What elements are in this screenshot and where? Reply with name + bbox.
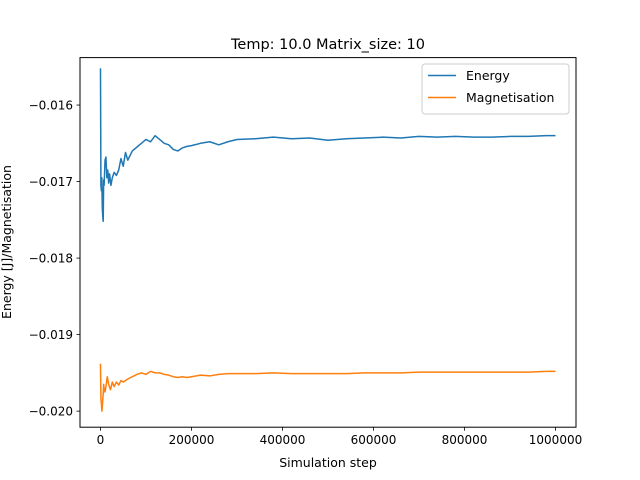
x-tick-label: 400000 [260, 433, 306, 447]
x-tick-label: 600000 [351, 433, 397, 447]
legend: Energy Magnetisation [421, 63, 570, 115]
x-tick-label: 0 [97, 433, 105, 447]
x-tick-label: 800000 [442, 433, 488, 447]
y-tick-label: −0.020 [29, 405, 73, 419]
series-layer [99, 68, 556, 412]
legend-label-energy: Energy [466, 68, 510, 83]
plot-frame [79, 57, 577, 428]
x-axis-ticks: 0 200000 400000 600000 800000 1000000 [97, 427, 582, 447]
x-axis-label: Simulation step [279, 455, 377, 470]
legend-label-magnetisation: Magnetisation [466, 90, 554, 105]
y-tick-label: −0.017 [29, 175, 73, 189]
chart-title: Temp: 10.0 Matrix_size: 10 [230, 37, 425, 53]
series-line-energy [99, 68, 556, 223]
y-tick-label: −0.016 [29, 99, 73, 113]
y-axis-ticks: −0.020 −0.019 −0.018 −0.017 −0.016 [29, 99, 80, 419]
legend-box [421, 63, 570, 115]
y-axis-label: Energy [J]/Magnetisation [0, 165, 14, 319]
y-tick-label: −0.018 [29, 252, 73, 266]
series-line-magnetisation [99, 363, 556, 412]
y-tick-label: −0.019 [29, 328, 73, 342]
x-tick-label: 200000 [169, 433, 215, 447]
x-tick-label: 1000000 [529, 433, 582, 447]
